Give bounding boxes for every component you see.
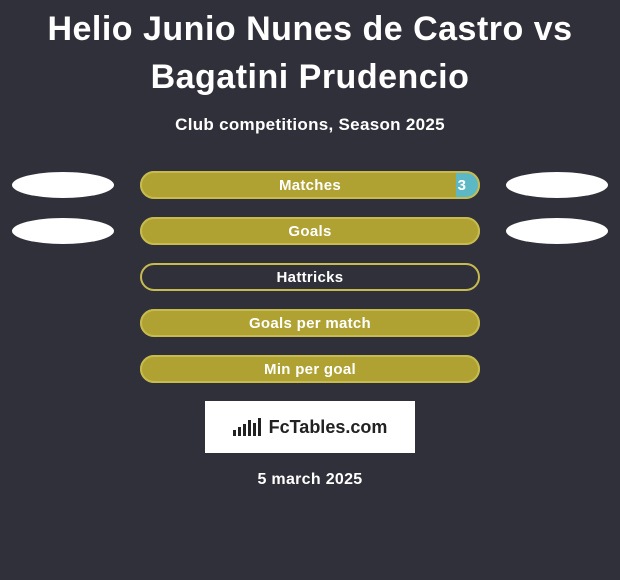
logo-bars-icon xyxy=(233,418,263,436)
left-pill xyxy=(12,172,114,198)
page-subtitle: Club competitions, Season 2025 xyxy=(0,115,620,135)
stat-bar: Goals per match xyxy=(140,309,480,337)
stat-row: Hattricks xyxy=(8,263,612,291)
stat-row: Goals per match xyxy=(8,309,612,337)
stat-label: Hattricks xyxy=(277,269,344,286)
logo-text: FcTables.com xyxy=(269,417,388,438)
stat-bar: Min per goal xyxy=(140,355,480,383)
logo: FcTables.com xyxy=(233,417,388,438)
stat-right-value: 3 xyxy=(458,177,466,194)
stats-area: Matches 3 Goals Hattricks Goals per match Min… xyxy=(0,171,620,383)
stat-row: Matches 3 xyxy=(8,171,612,199)
stat-label: Matches xyxy=(279,177,341,194)
right-pill xyxy=(506,172,608,198)
stat-row: Min per goal xyxy=(8,355,612,383)
right-pill xyxy=(506,218,608,244)
stat-bar: Goals xyxy=(140,217,480,245)
logo-box: FcTables.com xyxy=(205,401,415,453)
stat-bar: Matches 3 xyxy=(140,171,480,199)
stat-bar: Hattricks xyxy=(140,263,480,291)
page-title: Helio Junio Nunes de Castro vs Bagatini … xyxy=(0,0,620,101)
stat-label: Goals xyxy=(288,223,331,240)
left-pill xyxy=(12,218,114,244)
stat-row: Goals xyxy=(8,217,612,245)
stat-label: Goals per match xyxy=(249,315,371,332)
date-line: 5 march 2025 xyxy=(0,471,620,489)
stat-label: Min per goal xyxy=(264,361,356,378)
